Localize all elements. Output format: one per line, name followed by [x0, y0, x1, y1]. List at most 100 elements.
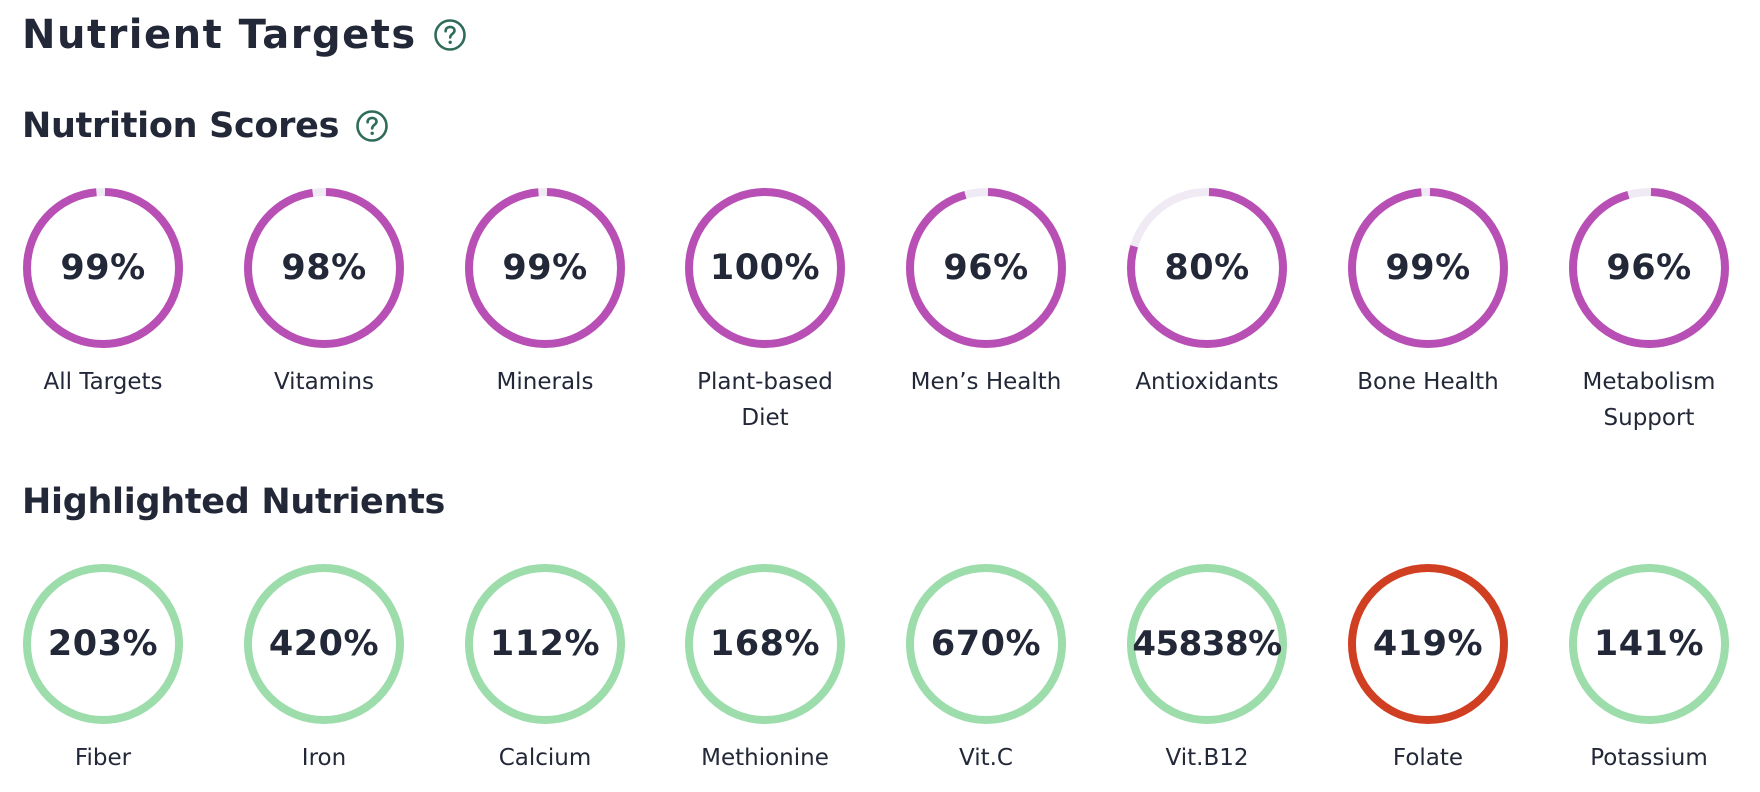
percent-value: 670%: [930, 624, 1042, 664]
progress-ring-graphic: [1348, 188, 1508, 348]
percent-value: 96%: [1606, 248, 1692, 288]
progress-ring: 141%: [1567, 562, 1731, 726]
nutrient-label: Methionine: [701, 745, 829, 771]
progress-ring: 100%: [683, 186, 847, 350]
page-title-text: Nutrient Targets: [22, 12, 417, 58]
percent-value: 112%: [489, 624, 601, 664]
progress-ring-graphic: [1569, 564, 1729, 724]
score-label: Metabolism Support: [1582, 369, 1716, 431]
progress-ring: 45838%: [1125, 562, 1289, 726]
progress-ring-arc: [465, 564, 625, 724]
progress-ring-graphic: [1127, 188, 1287, 348]
nutrient-label: Fiber: [74, 745, 132, 771]
score-item-metabolism-support[interactable]: 96% Metabolism Support: [1538, 186, 1760, 436]
nutrient-item-iron[interactable]: 420% Iron: [213, 562, 435, 776]
percent-value: 99%: [502, 248, 588, 288]
progress-ring-graphic: [1569, 188, 1729, 348]
score-item-vitamins[interactable]: 98% Vitamins: [213, 186, 435, 400]
score-label: Men’s Health: [910, 369, 1062, 395]
progress-ring-graphic: [685, 188, 845, 348]
progress-ring: 80%: [1125, 186, 1289, 350]
score-label: Minerals: [496, 369, 594, 395]
progress-ring-graphic: [906, 564, 1066, 724]
nutrient-item-potassium[interactable]: 141% Potassium: [1538, 562, 1760, 776]
percent-value: 168%: [709, 624, 821, 664]
score-label: Vitamins: [273, 369, 375, 395]
nutrient-item-methionine[interactable]: 168% Methionine: [654, 562, 876, 776]
progress-ring-arc: [1127, 564, 1287, 724]
progress-ring-arc: [685, 564, 845, 724]
progress-ring-arc: [1348, 188, 1508, 348]
percent-value: 419%: [1372, 624, 1484, 664]
score-item-men-s-health[interactable]: 96% Men’s Health: [875, 186, 1097, 400]
progress-ring-graphic: [906, 188, 1066, 348]
percent-value: 98%: [281, 248, 367, 288]
score-item-antioxidants[interactable]: 80% Antioxidants: [1096, 186, 1318, 400]
percent-value: 99%: [60, 248, 146, 288]
nutrient-item-folate[interactable]: 419% Folate: [1317, 562, 1539, 776]
progress-ring-graphic: [23, 564, 183, 724]
nutrient-label: Iron: [301, 745, 347, 771]
nutrition-scores-list: 99% All Targets 98% Vitamins 99% Minerals 100%…: [0, 186, 1760, 431]
page-title: Nutrient Targets: [22, 6, 467, 64]
score-item-minerals[interactable]: 99% Minerals: [434, 186, 656, 400]
progress-ring: 112%: [463, 562, 627, 726]
progress-ring-arc: [906, 188, 1066, 348]
progress-ring-arc: [244, 564, 404, 724]
percent-value: 141%: [1593, 624, 1705, 664]
progress-ring-arc: [906, 564, 1066, 724]
highlighted-nutrients-list: 203% Fiber 420% Iron 112% Calcium 168% Methioni…: [0, 562, 1760, 792]
percent-value: 80%: [1164, 248, 1250, 288]
nutrition-scores-title-text: Nutrition Scores: [22, 106, 340, 146]
nutrient-item-vit-b12[interactable]: 45838% Vit.B12: [1096, 562, 1318, 776]
nutrition-scores-title: Nutrition Scores: [22, 98, 389, 154]
progress-ring-arc: [465, 188, 625, 348]
question-circle-icon[interactable]: [355, 109, 389, 143]
percent-value: 96%: [943, 248, 1029, 288]
score-label: All Targets: [43, 369, 163, 395]
progress-ring-graphic: [465, 188, 625, 348]
progress-ring-graphic: [685, 564, 845, 724]
progress-ring-graphic: [244, 564, 404, 724]
progress-ring-arc: [1569, 188, 1729, 348]
progress-ring-arc: [1569, 564, 1729, 724]
score-label: Bone Health: [1357, 369, 1499, 395]
progress-ring-graphic: [1348, 564, 1508, 724]
nutrient-label: Folate: [1392, 745, 1464, 771]
progress-ring-graphic: [1127, 564, 1287, 724]
score-item-plant-based-diet[interactable]: 100% Plant-based Diet: [654, 186, 876, 436]
progress-ring-graphic: [23, 188, 183, 348]
progress-ring-arc: [1348, 564, 1508, 724]
percent-value: 420%: [268, 624, 380, 664]
progress-ring-arc: [1127, 188, 1287, 348]
progress-ring: 419%: [1346, 562, 1510, 726]
progress-ring-graphic: [465, 564, 625, 724]
percent-value: 99%: [1385, 248, 1471, 288]
progress-ring: 99%: [21, 186, 185, 350]
percent-value: 45838%: [1132, 624, 1282, 664]
highlighted-nutrients-title-text: Highlighted Nutrients: [22, 482, 446, 522]
score-item-all-targets[interactable]: 99% All Targets: [0, 186, 214, 400]
score-label: Plant-based Diet: [697, 369, 833, 431]
nutrient-item-calcium[interactable]: 112% Calcium: [434, 562, 656, 776]
nutrient-item-fiber[interactable]: 203% Fiber: [0, 562, 214, 776]
progress-ring: 420%: [242, 562, 406, 726]
nutrient-label: Vit.B12: [1165, 745, 1249, 771]
progress-ring: 96%: [1567, 186, 1731, 350]
percent-value: 203%: [47, 624, 159, 664]
progress-ring: 99%: [463, 186, 627, 350]
progress-ring: 99%: [1346, 186, 1510, 350]
progress-ring-graphic: [244, 188, 404, 348]
progress-ring: 98%: [242, 186, 406, 350]
progress-ring: 203%: [21, 562, 185, 726]
nutrient-item-vit-c[interactable]: 670% Vit.C: [875, 562, 1097, 776]
progress-ring: 670%: [904, 562, 1068, 726]
nutrient-label: Vit.C: [958, 745, 1013, 771]
question-circle-icon[interactable]: [433, 18, 467, 52]
nutrient-label: Potassium: [1590, 745, 1708, 771]
progress-ring-arc: [244, 188, 404, 348]
score-item-bone-health[interactable]: 99% Bone Health: [1317, 186, 1539, 400]
highlighted-nutrients-title: Highlighted Nutrients: [22, 474, 445, 530]
score-label: Antioxidants: [1135, 369, 1279, 395]
nutrient-label: Calcium: [498, 745, 592, 771]
